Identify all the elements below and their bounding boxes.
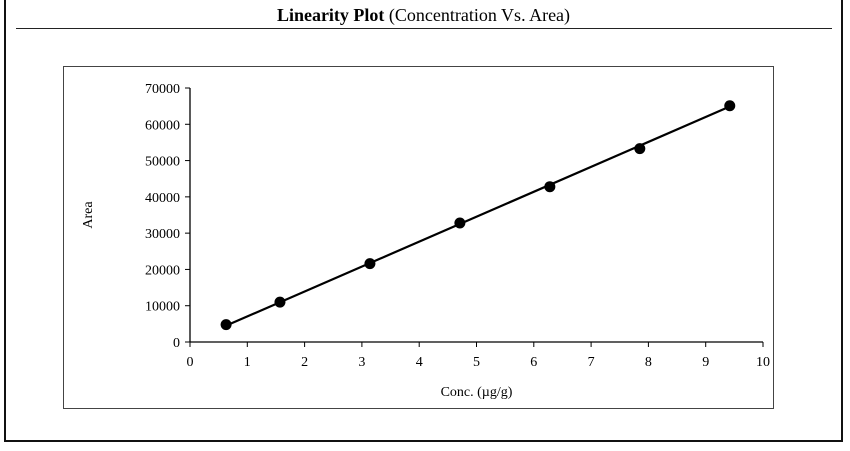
trendline-group bbox=[225, 105, 731, 327]
y-tick-label: 50000 bbox=[145, 155, 180, 170]
title-divider bbox=[16, 28, 832, 29]
axes-group: 0 10000 20000 30000 40000 50000 60000 70000 0 1 2 3… bbox=[145, 82, 770, 370]
x-tick-label: 7 bbox=[588, 355, 595, 370]
x-tick-label: 9 bbox=[702, 355, 709, 370]
data-point bbox=[724, 100, 736, 112]
data-point bbox=[364, 258, 376, 270]
figure-title: Linearity Plot (Concentration Vs. Area) bbox=[6, 0, 841, 30]
figure-frame: Linearity Plot (Concentration Vs. Area) bbox=[4, 0, 843, 442]
y-tick-label: 60000 bbox=[145, 118, 180, 133]
figure-title-bold: Linearity Plot bbox=[276, 5, 385, 25]
data-point bbox=[274, 296, 286, 308]
y-axis-label: Area bbox=[81, 201, 96, 229]
x-tick-label: 8 bbox=[645, 355, 652, 370]
y-tick-label: 40000 bbox=[145, 191, 180, 206]
y-tick-label: 30000 bbox=[145, 227, 180, 242]
x-tick-label: 5 bbox=[473, 355, 480, 370]
x-tick-label: 4 bbox=[416, 355, 423, 370]
y-tick-label: 10000 bbox=[145, 300, 180, 315]
data-point bbox=[220, 319, 232, 331]
trendline bbox=[225, 105, 731, 327]
x-tick-label: 0 bbox=[187, 355, 194, 370]
data-point bbox=[634, 143, 646, 155]
x-axis-label: Conc. (µg/g) bbox=[441, 385, 513, 400]
y-tick-label: 70000 bbox=[145, 82, 180, 97]
y-tick-label: 0 bbox=[173, 336, 180, 351]
x-tick-label: 3 bbox=[358, 355, 365, 370]
points-group bbox=[220, 100, 736, 331]
data-point bbox=[454, 217, 466, 229]
x-tick-label: 6 bbox=[530, 355, 537, 370]
x-tick-label: 10 bbox=[756, 355, 770, 370]
figure-title-rest: (Concentration Vs. Area) bbox=[384, 5, 571, 25]
data-point bbox=[544, 181, 556, 193]
plot-area-border bbox=[63, 66, 774, 409]
x-tick-label: 1 bbox=[244, 355, 251, 370]
x-tick-label: 2 bbox=[301, 355, 308, 370]
y-tick-label: 20000 bbox=[145, 263, 180, 278]
